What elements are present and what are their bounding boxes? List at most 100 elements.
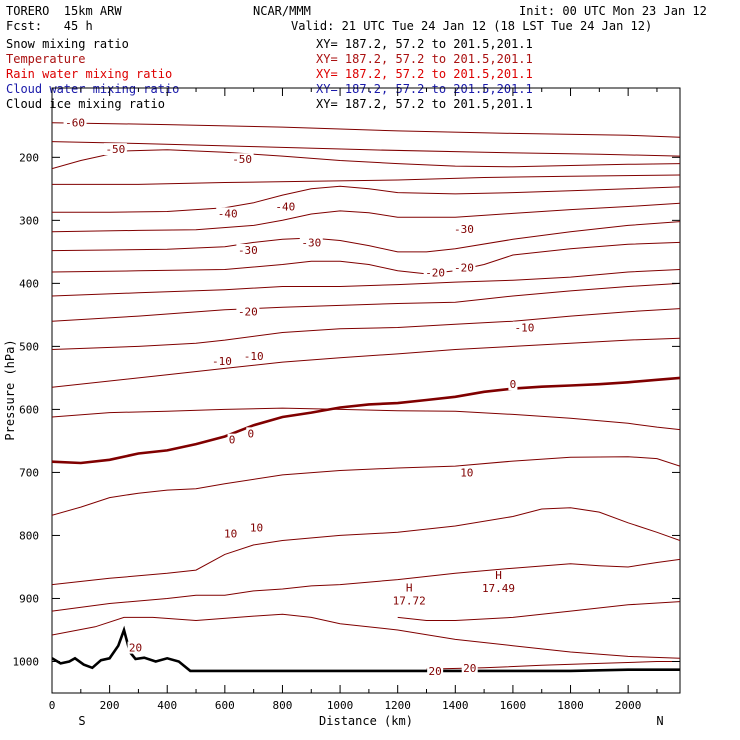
plot-frame	[51, 87, 681, 694]
x-tick-label: 1800	[557, 699, 584, 712]
y-tick-label: 500	[19, 340, 39, 353]
field-name: Cloud water mixing ratio	[6, 82, 180, 96]
isotherm--10	[52, 308, 680, 350]
isotherm--15	[52, 282, 680, 322]
field-name: Cloud ice mixing ratio	[6, 97, 165, 111]
isotherm-20-mid	[397, 601, 680, 621]
y-tick-label: 800	[19, 529, 39, 542]
x-tick-label: 600	[215, 699, 235, 712]
isotherm-20-lower	[52, 613, 680, 659]
x-axis-label: Distance (km)	[319, 714, 413, 728]
y-tick-label: 300	[19, 214, 39, 227]
x-tick-label: 1200	[384, 699, 411, 712]
temperature-contours	[52, 122, 680, 670]
max-marker: H	[495, 569, 502, 582]
y-tick-label: 700	[19, 466, 39, 479]
contour-label-bg	[246, 427, 256, 440]
contour-label-bg	[230, 153, 254, 166]
contour-label: 20	[463, 662, 476, 675]
contour-label-bg	[242, 349, 266, 362]
field-name: Temperature	[6, 52, 86, 66]
contour-label: -60	[65, 117, 85, 130]
isotherm-5	[52, 407, 680, 431]
field-xy-range: XY= 187.2, 57.2 to 201.5,201.1	[316, 97, 533, 111]
x-tick-label: 400	[157, 699, 177, 712]
isotherm--55	[52, 141, 680, 157]
field-name: Snow mixing ratio	[6, 37, 129, 51]
contour-label: 0	[229, 434, 236, 447]
contour-label-bg	[248, 521, 265, 534]
x-tick-label: 1600	[500, 699, 527, 712]
contour-label: 20	[429, 665, 442, 678]
x-tick-label: 1400	[442, 699, 469, 712]
y-tick-label: 200	[19, 151, 39, 164]
contour-label: -50	[105, 143, 125, 156]
isotherm-0	[52, 376, 680, 465]
isotherm-10	[52, 456, 680, 516]
contour-label: 0	[510, 378, 517, 391]
contour-label-bg	[452, 261, 476, 274]
contour-label-bg	[299, 236, 323, 249]
end-label-south: S	[78, 714, 85, 728]
isotherm--60	[52, 122, 680, 138]
contour-label-bg	[452, 223, 476, 236]
contour-label: -50	[232, 153, 252, 166]
contour-label: -20	[454, 262, 474, 275]
contour-label-bg	[273, 200, 297, 213]
field-xy-range: XY= 187.2, 57.2 to 201.5,201.1	[316, 67, 533, 81]
contour-label-bg	[103, 143, 127, 156]
contour-label-bg	[216, 207, 240, 220]
contour-label-bg	[236, 243, 260, 256]
contour-label-bg	[427, 664, 444, 677]
contour-label-bg	[508, 378, 518, 391]
init-time: Init: 00 UTC Mon 23 Jan 12	[519, 4, 707, 18]
isotherm-20-upper	[52, 558, 680, 612]
contour-label-bg	[63, 116, 87, 129]
y-tick-label: 900	[19, 592, 39, 605]
field-name: Rain water mixing ratio	[6, 67, 173, 81]
x-tick-label: 1000	[327, 699, 354, 712]
contour-label: 10	[460, 466, 473, 479]
terrain-line	[52, 625, 680, 673]
center-title: NCAR/MMM	[253, 4, 311, 18]
model-title: TORERO 15km ARW	[6, 4, 122, 18]
contour-label: -20	[238, 306, 258, 319]
isotherm--45	[52, 174, 680, 185]
contour-label: 0	[247, 427, 254, 440]
y-axis-label: Pressure (hPa)	[3, 339, 17, 440]
x-tick-label: 0	[49, 699, 56, 712]
isotherm--30	[52, 221, 680, 253]
valid-time: Valid: 21 UTC Tue 24 Jan 12 (18 LST Tue …	[291, 19, 653, 33]
contour-label-bg	[127, 641, 144, 654]
contour-label-bg	[461, 661, 478, 674]
contour-label: -30	[454, 223, 474, 236]
contour-label-bg	[236, 305, 260, 318]
field-xy-range: XY= 187.2, 57.2 to 201.5,201.1	[316, 37, 533, 51]
contour-label-bg	[210, 354, 234, 367]
isotherm--35	[52, 202, 680, 233]
x-tick-label: 800	[273, 699, 293, 712]
contour-label: -30	[238, 244, 258, 257]
max-value: 17.49	[482, 582, 515, 595]
max-marker: H	[406, 582, 413, 595]
isotherm--20	[52, 269, 680, 297]
terrain-layer	[52, 625, 680, 673]
max-value: 17.72	[393, 595, 426, 608]
contour-label: -40	[218, 207, 238, 220]
x-tick-label: 2000	[615, 699, 642, 712]
contour-label: -10	[515, 321, 535, 334]
field-xy-range: XY= 187.2, 57.2 to 201.5,201.1	[316, 52, 533, 66]
contour-label: -40	[275, 200, 295, 213]
contour-labels: -60-50-50-40-40-30-30-30-20 -20-20-10-10-…	[63, 116, 536, 678]
contour-label-bg	[222, 527, 239, 540]
axes: 0 200 400 600 800 1000 1200 1400 1600 1800 2000200…	[13, 88, 680, 712]
isotherm--50	[52, 149, 680, 170]
forecast-hour: Fcst: 45 h	[6, 19, 93, 33]
contour-label-bg	[423, 266, 447, 279]
contour-label-bg	[512, 321, 536, 334]
contour-label-bg	[458, 466, 475, 479]
isotherm--40	[52, 185, 680, 213]
contour-label-bg	[227, 433, 237, 446]
contour-label: -10	[212, 355, 232, 368]
